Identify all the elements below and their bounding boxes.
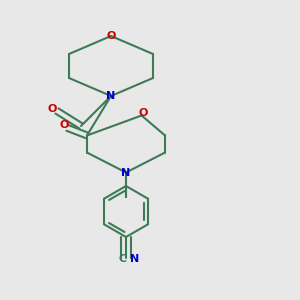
Text: O: O: [60, 120, 69, 130]
Text: N: N: [106, 91, 116, 101]
Text: N: N: [122, 167, 130, 178]
Text: O: O: [48, 104, 57, 115]
Text: O: O: [138, 108, 148, 118]
Text: O: O: [106, 31, 116, 41]
Text: N: N: [130, 254, 139, 265]
Text: C: C: [118, 254, 127, 265]
